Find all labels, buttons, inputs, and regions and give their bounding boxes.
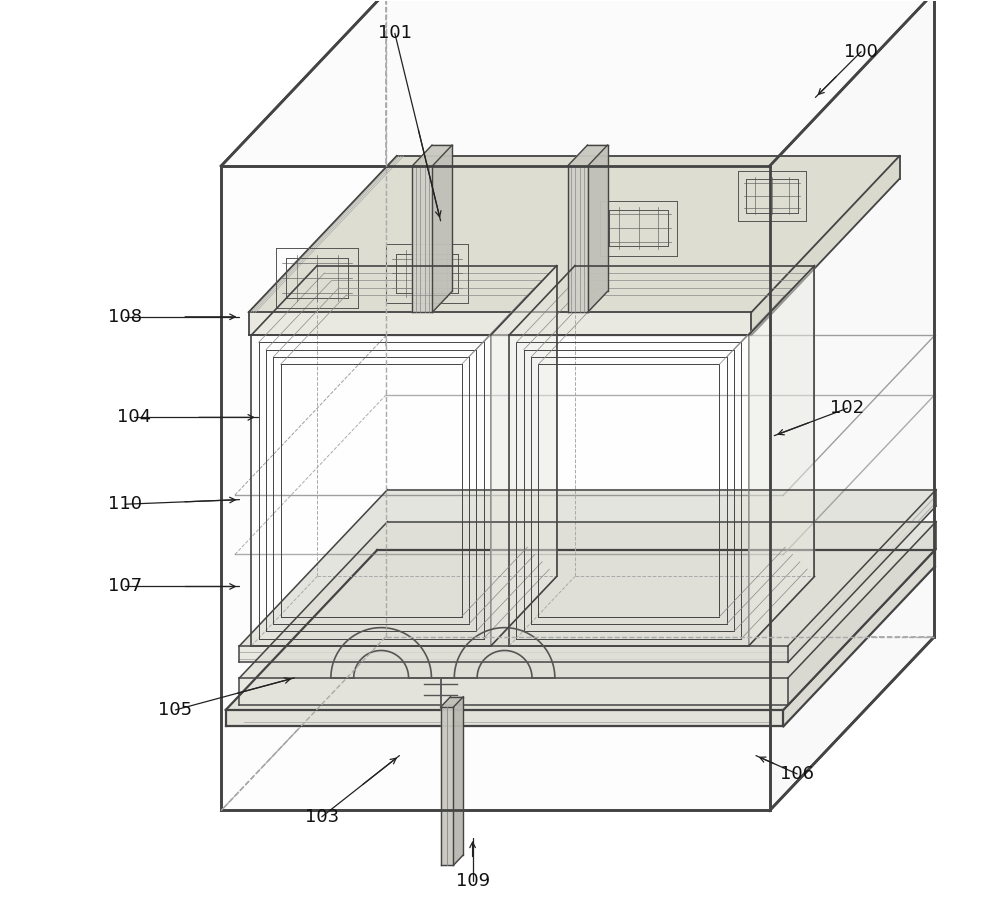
Text: 108: 108 [108,308,142,326]
Polygon shape [522,348,736,633]
Polygon shape [770,0,934,811]
Polygon shape [783,550,935,726]
Polygon shape [491,266,557,646]
Text: 103: 103 [305,808,339,826]
Polygon shape [239,646,788,662]
Polygon shape [568,145,608,166]
Polygon shape [751,156,900,335]
Polygon shape [249,156,900,312]
Text: 102: 102 [830,399,864,417]
Polygon shape [239,678,788,705]
Polygon shape [226,710,783,726]
Polygon shape [453,697,463,866]
Text: 107: 107 [108,578,142,595]
Polygon shape [239,490,936,646]
Polygon shape [788,522,936,705]
Polygon shape [221,0,934,166]
Text: 100: 100 [844,43,878,61]
Text: 106: 106 [780,765,814,783]
Text: 101: 101 [378,25,412,42]
Text: 104: 104 [117,408,151,426]
Text: 110: 110 [108,495,142,514]
Polygon shape [441,707,453,866]
Polygon shape [432,145,452,312]
Polygon shape [239,522,936,678]
Text: 109: 109 [456,872,490,889]
Polygon shape [412,145,452,166]
Polygon shape [441,697,463,707]
Polygon shape [226,550,935,710]
Polygon shape [788,490,936,662]
Polygon shape [412,166,432,312]
Polygon shape [568,166,588,312]
Polygon shape [221,166,770,811]
Text: 105: 105 [158,701,193,719]
Polygon shape [588,145,608,312]
Polygon shape [749,266,814,646]
Polygon shape [249,312,751,335]
Polygon shape [264,348,478,633]
